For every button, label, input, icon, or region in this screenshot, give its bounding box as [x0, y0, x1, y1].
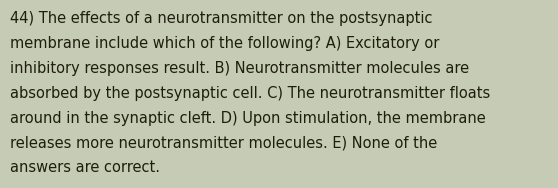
- Text: releases more neurotransmitter molecules. E) None of the: releases more neurotransmitter molecules…: [10, 135, 437, 150]
- Text: absorbed by the postsynaptic cell. C) The neurotransmitter floats: absorbed by the postsynaptic cell. C) Th…: [10, 86, 490, 101]
- Text: 44) The effects of a neurotransmitter on the postsynaptic: 44) The effects of a neurotransmitter on…: [10, 11, 432, 26]
- Text: inhibitory responses result. B) Neurotransmitter molecules are: inhibitory responses result. B) Neurotra…: [10, 61, 469, 76]
- Text: around in the synaptic cleft. D) Upon stimulation, the membrane: around in the synaptic cleft. D) Upon st…: [10, 111, 486, 126]
- Text: answers are correct.: answers are correct.: [10, 160, 160, 175]
- Text: membrane include which of the following? A) Excitatory or: membrane include which of the following?…: [10, 36, 439, 51]
